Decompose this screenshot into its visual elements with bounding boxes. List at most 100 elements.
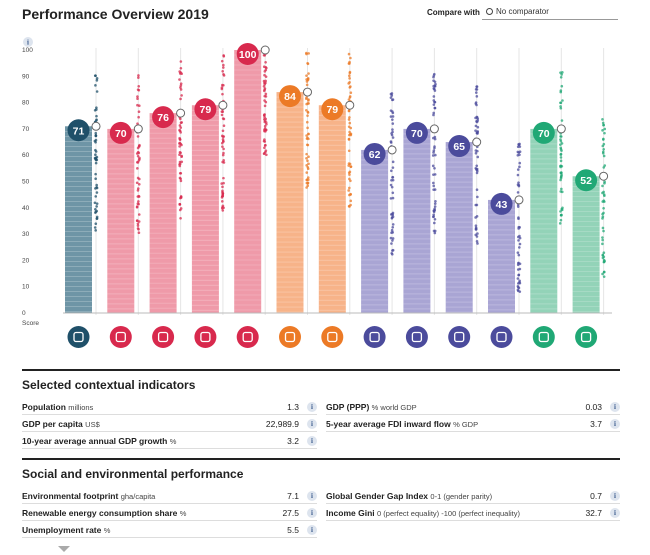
- distribution-dot: [221, 138, 225, 141]
- distribution-dot: [178, 202, 182, 206]
- distribution-dot: [601, 129, 604, 132]
- distribution-dot: [432, 87, 436, 90]
- distribution-dot: [389, 183, 393, 187]
- info-icon[interactable]: i: [610, 419, 620, 429]
- distribution-dot: [432, 188, 435, 191]
- comparator-select[interactable]: No comparator: [482, 6, 618, 20]
- distribution-dot: [95, 90, 99, 93]
- distribution-dot: [434, 153, 437, 157]
- distribution-dot: [601, 138, 605, 141]
- transport-icon[interactable]: [152, 326, 175, 348]
- distribution-dot: [391, 178, 395, 182]
- info-icon[interactable]: i: [307, 491, 317, 501]
- score-bar: [445, 142, 473, 313]
- distribution-dot: [222, 83, 225, 87]
- distribution-dot: [263, 128, 266, 131]
- credit-card-icon-bg: [448, 326, 471, 348]
- distribution-dot: [475, 95, 479, 98]
- government-building-icon[interactable]: [109, 326, 132, 348]
- distribution-dot: [433, 80, 437, 84]
- people-icon[interactable]: [405, 326, 428, 348]
- distribution-dot: [305, 134, 308, 137]
- chip-icon-bg: [194, 326, 217, 348]
- distribution-dot: [95, 108, 98, 111]
- info-icon[interactable]: i: [610, 491, 620, 501]
- expand-chevron-icon[interactable]: [58, 546, 70, 552]
- distribution-dot: [136, 154, 140, 158]
- info-icon[interactable]: i: [610, 508, 620, 518]
- distribution-dot: [137, 74, 140, 77]
- document-icon[interactable]: [532, 326, 555, 348]
- comparator-marker: [218, 100, 228, 110]
- heart-pulse-icon[interactable]: [279, 326, 301, 348]
- info-icon[interactable]: i: [610, 402, 620, 412]
- distribution-dot: [348, 177, 351, 181]
- distribution-dot: [137, 88, 141, 92]
- chip-icon[interactable]: [194, 326, 217, 348]
- distribution-dot: [178, 164, 182, 168]
- info-icon[interactable]: i: [307, 419, 317, 429]
- distribution-dot: [263, 140, 267, 143]
- indicator-column: 65: [445, 48, 482, 348]
- distribution-dot: [389, 140, 393, 143]
- distribution-dot: [263, 87, 267, 90]
- distribution-dot: [95, 158, 99, 162]
- y-tick-label: 60: [22, 152, 30, 159]
- score-bar: [276, 92, 304, 313]
- distribution-dot: [305, 156, 308, 160]
- distribution-dot: [221, 194, 225, 198]
- distribution-dot: [95, 106, 98, 110]
- price-tag-icon[interactable]: [363, 326, 386, 348]
- percent-icon[interactable]: [236, 326, 259, 348]
- distribution-dot: [220, 86, 224, 89]
- distribution-dot: [222, 135, 226, 138]
- distribution-dot: [263, 115, 266, 119]
- distribution-dot: [135, 161, 139, 164]
- distribution-dot: [601, 118, 604, 121]
- score-badge: [236, 43, 259, 65]
- distribution-dot: [307, 162, 310, 166]
- distribution-dot: [602, 190, 605, 194]
- distribution-dot: [433, 202, 437, 205]
- distribution-dot: [348, 121, 352, 125]
- distribution-dot: [560, 213, 563, 217]
- indicator-column: 79: [318, 48, 355, 348]
- indicator-column: 70: [530, 48, 566, 348]
- distribution-dot: [221, 185, 224, 189]
- score-badge-value: 76: [157, 112, 169, 124]
- score-bar: [191, 105, 219, 313]
- distribution-dot: [137, 182, 141, 186]
- y-tick-label: 10: [22, 284, 30, 291]
- distribution-dot: [307, 52, 310, 55]
- indicator-column: 52: [572, 48, 609, 348]
- distribution-dot: [178, 136, 181, 140]
- distribution-dot: [348, 77, 351, 80]
- info-icon[interactable]: i: [307, 508, 317, 518]
- distribution-dot: [221, 92, 224, 96]
- lightbulb-icon[interactable]: [575, 326, 598, 348]
- indicator-column: 76: [149, 48, 186, 348]
- distribution-dot: [517, 253, 521, 257]
- distribution-dot: [348, 71, 352, 75]
- distribution-dot: [263, 119, 267, 123]
- indicator-column: 84: [276, 48, 312, 348]
- distribution-dot: [135, 205, 139, 209]
- expand-arrow-icon[interactable]: [490, 326, 513, 348]
- distribution-dot: [221, 110, 225, 114]
- contextual-section-title: Selected contextual indicators: [22, 378, 196, 392]
- location-pin-icon[interactable]: [67, 326, 90, 348]
- distribution-dot: [432, 151, 435, 154]
- indicator-value: 32.7: [585, 508, 602, 518]
- distribution-dot: [602, 166, 606, 169]
- graduate-icon[interactable]: [321, 326, 344, 348]
- distribution-dot: [179, 66, 183, 70]
- credit-card-icon[interactable]: [448, 326, 471, 348]
- info-icon[interactable]: i: [307, 525, 317, 535]
- distribution-dot: [559, 159, 563, 163]
- transport-icon-bg: [152, 326, 175, 348]
- info-icon[interactable]: i: [307, 436, 317, 446]
- distribution-dot: [559, 135, 562, 138]
- distribution-dot: [179, 171, 183, 175]
- distribution-dot: [95, 186, 99, 190]
- info-icon[interactable]: i: [307, 402, 317, 412]
